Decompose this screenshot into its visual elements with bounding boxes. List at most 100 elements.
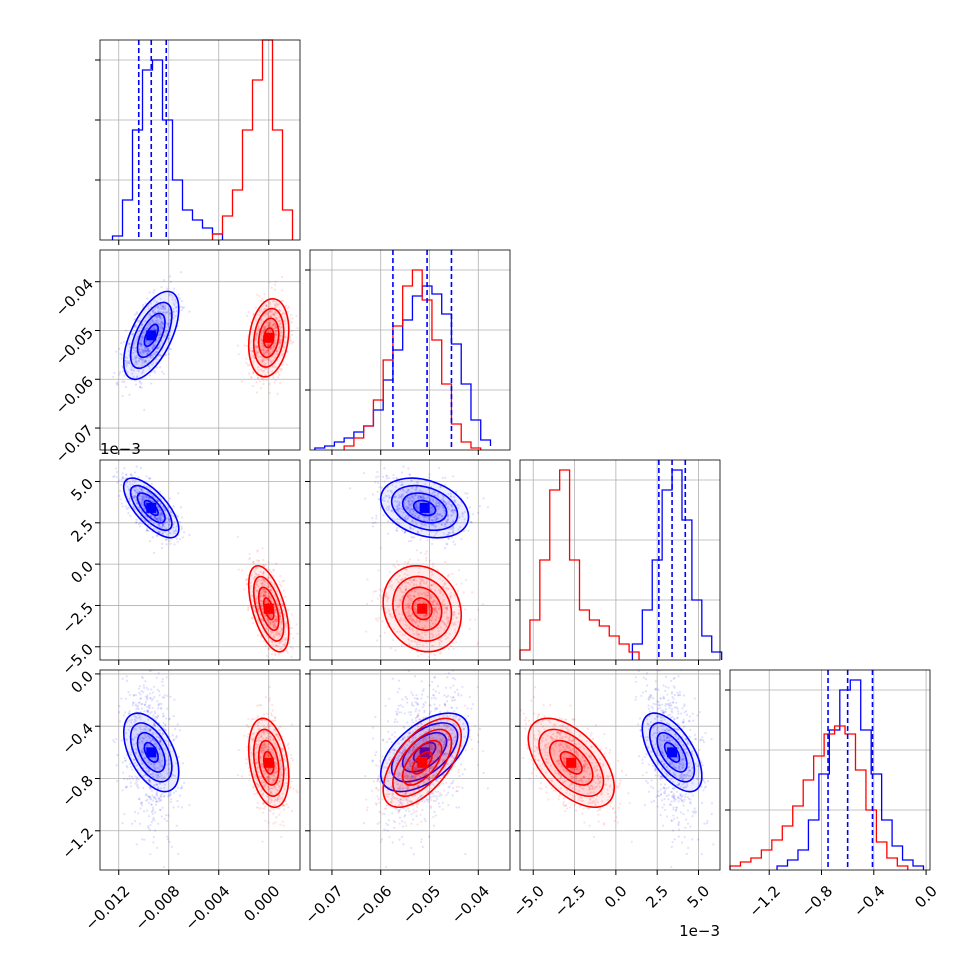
sample-point-blue <box>420 496 423 499</box>
sample-point-blue <box>155 517 159 520</box>
sample-point-red <box>385 592 388 595</box>
sample-point-red <box>284 622 287 625</box>
sample-point-blue <box>132 351 135 354</box>
sample-point-red <box>435 634 438 637</box>
sample-point-blue <box>144 727 147 731</box>
sample-point-red <box>438 589 441 592</box>
sample-point-blue <box>135 776 139 780</box>
sample-point-blue <box>163 696 166 699</box>
sample-point-blue <box>127 349 130 352</box>
sample-point-blue <box>175 529 178 533</box>
sample-point-red <box>433 607 436 610</box>
sample-point-red <box>279 322 282 325</box>
sample-point-red <box>258 559 261 562</box>
sample-point-red <box>445 607 448 610</box>
sample-point-blue <box>150 493 153 496</box>
sample-point-blue <box>398 518 401 521</box>
sample-point-blue <box>169 744 172 747</box>
sample-point-blue <box>422 519 426 522</box>
sample-point-blue <box>153 710 157 713</box>
sample-point-blue <box>157 797 161 800</box>
sample-point-blue <box>140 386 143 389</box>
sample-point-blue <box>167 337 170 340</box>
sample-point-blue <box>132 369 135 372</box>
sample-point-blue <box>142 810 146 813</box>
sample-point-red <box>274 625 277 629</box>
sample-point-blue <box>145 350 149 353</box>
sample-point-blue <box>134 694 138 697</box>
sample-point-red <box>408 610 411 613</box>
sample-point-blue <box>134 491 138 494</box>
sample-point-red <box>253 609 256 612</box>
sample-point-blue <box>168 308 171 311</box>
sample-point-blue <box>161 542 164 546</box>
sample-point-red <box>270 640 274 643</box>
sample-point-blue <box>166 520 169 524</box>
sample-point-blue <box>161 327 164 331</box>
sample-point-blue <box>423 497 426 500</box>
sample-point-blue <box>158 313 161 317</box>
sample-point-blue <box>134 324 137 327</box>
sample-point-blue <box>153 522 156 525</box>
sample-point-red <box>271 623 275 626</box>
sample-point-red <box>264 594 267 598</box>
sample-point-blue <box>388 505 391 508</box>
sample-point-red <box>284 623 287 626</box>
sample-point-blue <box>400 483 403 486</box>
sample-point-blue <box>158 761 161 764</box>
sample-point-blue <box>130 775 134 779</box>
sample-point-blue <box>140 499 143 502</box>
sample-point-blue <box>117 347 121 351</box>
sample-point-red <box>279 640 282 643</box>
sample-point-blue <box>140 382 143 385</box>
sample-point-blue <box>148 313 151 316</box>
sample-point-red <box>407 604 410 607</box>
sample-point-red <box>279 341 282 344</box>
sample-point-red <box>284 595 287 598</box>
sample-point-red <box>265 601 268 604</box>
sample-point-red <box>413 590 416 593</box>
sample-point-red <box>245 314 249 317</box>
sample-point-red <box>457 620 460 624</box>
sample-point-blue <box>135 311 138 314</box>
sample-point-blue <box>149 729 152 732</box>
sample-point-blue <box>142 774 145 778</box>
sample-point-blue <box>444 476 447 479</box>
sample-point-blue <box>158 354 161 357</box>
sample-point-blue <box>429 515 432 518</box>
sample-point-red <box>249 581 252 584</box>
sample-point-red <box>246 364 250 367</box>
sample-point-red <box>259 319 263 322</box>
sample-point-red <box>273 288 277 291</box>
sample-point-red <box>276 617 279 620</box>
sample-point-red <box>423 614 426 617</box>
sample-point-blue <box>418 514 421 517</box>
sample-point-red <box>430 644 433 647</box>
sample-point-red <box>266 349 269 352</box>
sample-point-red <box>437 608 440 611</box>
sample-point-blue <box>442 498 445 501</box>
sample-point-red <box>417 625 420 628</box>
sample-point-blue <box>433 494 436 497</box>
sample-point-blue <box>142 495 145 498</box>
sample-point-blue <box>429 498 432 501</box>
sample-point-blue <box>394 485 397 489</box>
sample-point-red <box>295 623 298 626</box>
sample-point-red <box>400 578 403 581</box>
sample-point-blue <box>127 506 130 510</box>
sample-point-red <box>266 371 270 374</box>
sample-point-red <box>440 639 443 642</box>
sample-point-red <box>248 556 251 560</box>
sample-point-blue <box>140 522 143 525</box>
sample-point-blue <box>135 518 138 521</box>
sample-point-blue <box>132 694 136 697</box>
sample-point-blue <box>163 307 167 310</box>
sample-point-blue <box>133 496 136 500</box>
sample-point-red <box>418 602 421 605</box>
sample-point-blue <box>140 372 144 375</box>
sample-point-blue <box>155 517 158 521</box>
sample-point-red <box>411 629 414 632</box>
sample-point-blue <box>126 485 129 488</box>
sample-point-blue <box>169 511 172 514</box>
sample-point-red <box>446 606 449 609</box>
